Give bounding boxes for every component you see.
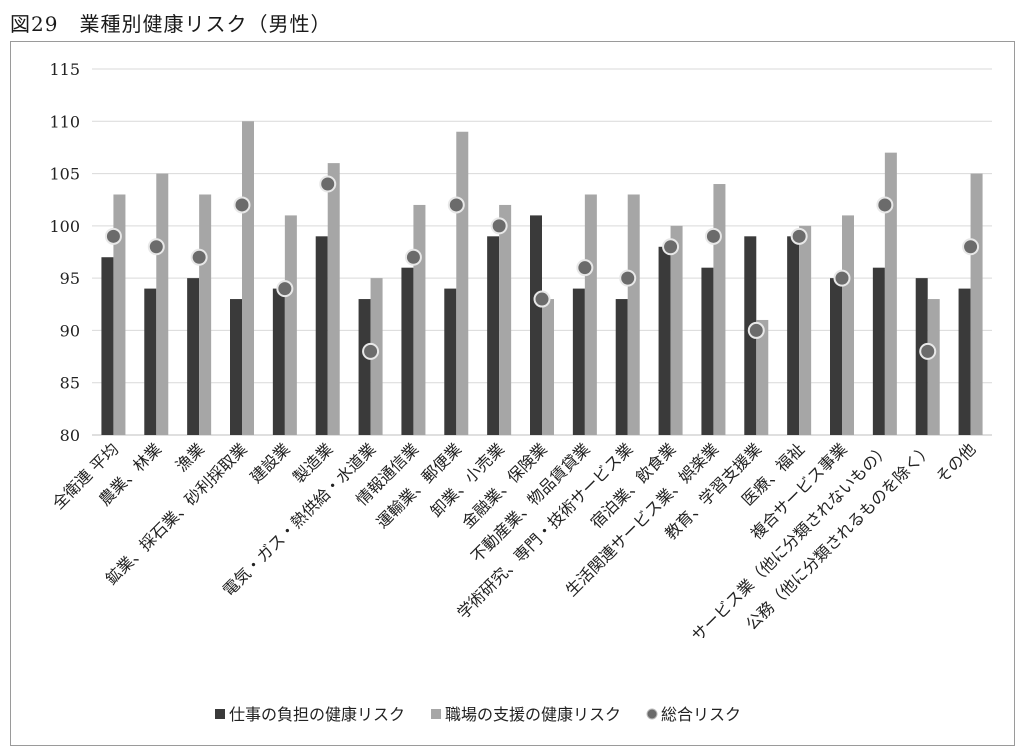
marker-total-risk — [790, 227, 808, 245]
bar-workplace-support — [713, 184, 726, 435]
bar-work-burden — [530, 215, 542, 435]
bar-workplace-support — [413, 204, 426, 435]
bar-workplace-support — [456, 131, 469, 435]
marker-total-risk — [447, 196, 465, 214]
y-tick-label: 105 — [49, 165, 80, 184]
bar-workplace-support — [156, 173, 169, 436]
bar-work-burden — [144, 288, 157, 435]
marker-total-risk — [104, 227, 122, 245]
bar-workplace-support — [927, 299, 940, 435]
marker-total-risk — [147, 238, 165, 256]
bar-work-burden — [487, 236, 500, 435]
bar-work-burden — [872, 267, 885, 435]
bar-work-burden — [101, 257, 114, 435]
bar-work-burden — [572, 288, 585, 435]
bar-work-burden — [401, 267, 414, 435]
legend-label: 仕事の負担の健康リスク — [229, 705, 405, 724]
legend: 仕事の負担の健康リスク 職場の支援の健康リスク 総合リスク — [215, 705, 741, 724]
marker-total-risk — [747, 321, 765, 339]
bar-workplace-support — [627, 194, 640, 435]
bar-workplace-support — [113, 194, 126, 435]
marker-total-risk — [576, 259, 594, 277]
marker-total-risk — [233, 196, 251, 214]
marker-total-risk — [190, 248, 208, 266]
bar-work-burden — [701, 267, 714, 435]
bar-work-burden — [358, 299, 371, 435]
bar-work-burden — [615, 299, 628, 435]
bar-workplace-support — [799, 225, 812, 435]
y-tick-label: 115 — [49, 60, 80, 79]
bar-workplace-support — [884, 152, 897, 435]
marker-total-risk — [319, 175, 337, 193]
bar-workplace-support — [842, 215, 854, 435]
y-tick-labels: 80 85 90 95 100 105 110 115 — [49, 60, 80, 445]
x-tick-label: 建設業 — [246, 439, 293, 486]
chart-frame — [10, 41, 1015, 746]
bar-work-burden — [830, 278, 842, 435]
bar-workplace-support — [584, 194, 597, 435]
y-tick-label: 80 — [60, 426, 80, 445]
bar-work-burden — [230, 299, 242, 435]
figure-title: 図29 業種別健康リスク（男性） — [10, 12, 332, 36]
bar-work-burden — [444, 288, 457, 435]
bar-work-burden — [187, 278, 200, 435]
marker-total-risk — [662, 238, 680, 256]
marker-total-risk — [962, 238, 980, 256]
bar-workplace-support — [499, 204, 512, 435]
y-tick-label: 95 — [60, 269, 80, 288]
y-tick-label: 85 — [60, 374, 80, 393]
legend-swatch-total-risk — [646, 708, 658, 720]
marker-total-risk — [533, 290, 551, 308]
markers-layer — [104, 175, 980, 360]
marker-total-risk — [490, 217, 508, 235]
bar-workplace-support — [542, 299, 554, 435]
bar-workplace-support — [670, 225, 683, 435]
legend-swatch — [431, 709, 442, 719]
bar-work-burden — [658, 246, 671, 435]
bar-work-burden — [315, 236, 328, 435]
y-tick-label: 90 — [60, 321, 80, 340]
bar-workplace-support — [327, 163, 340, 435]
legend-swatch — [215, 709, 225, 719]
marker-total-risk — [919, 342, 937, 360]
marker-total-risk — [619, 269, 637, 287]
bar-workplace-support — [242, 121, 254, 436]
legend-label: 総合リスク — [661, 705, 741, 724]
x-tick-label: 漁業 — [172, 439, 208, 475]
bar-workplace-support — [970, 173, 983, 436]
legend-label: 職場の支援の健康リスク — [445, 705, 621, 724]
marker-total-risk — [404, 248, 422, 266]
x-tick-label: サービス業（他に分類されないもの） — [688, 439, 894, 645]
bar-workplace-support — [199, 194, 212, 435]
y-tick-label: 100 — [49, 217, 80, 236]
marker-total-risk — [833, 269, 851, 287]
marker-total-risk — [362, 342, 380, 360]
marker-total-risk — [276, 280, 294, 298]
y-tick-label: 110 — [49, 112, 80, 131]
bar-work-burden — [787, 236, 800, 435]
x-tick-label: その他 — [932, 439, 979, 486]
marker-total-risk — [704, 227, 722, 245]
bar-work-burden — [272, 288, 285, 435]
bar-work-burden — [958, 288, 971, 435]
bar-workplace-support — [284, 215, 297, 435]
bar-workplace-support — [756, 319, 769, 435]
marker-total-risk — [876, 196, 894, 214]
